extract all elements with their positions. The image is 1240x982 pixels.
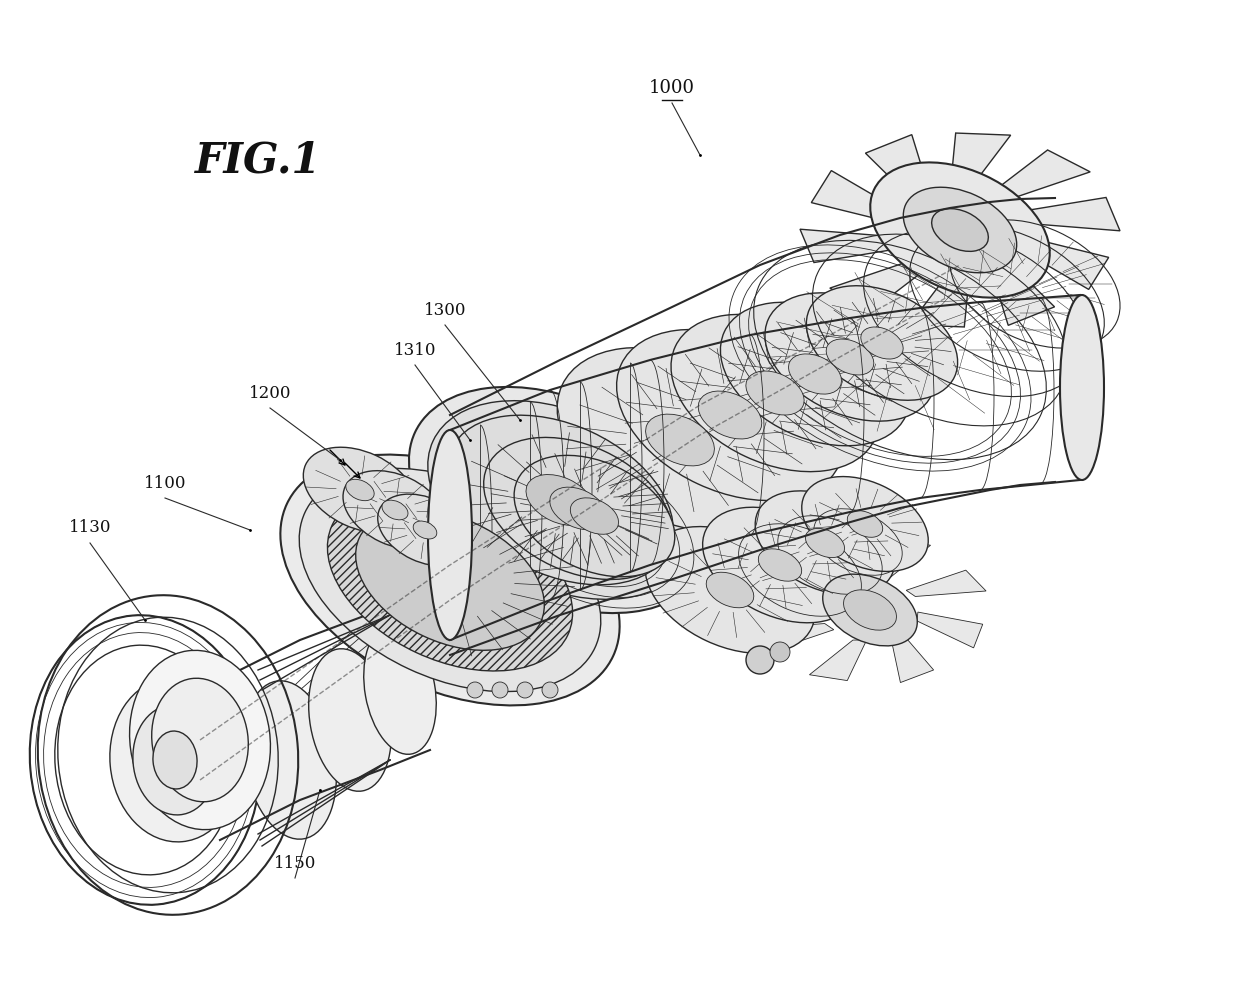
Ellipse shape: [806, 286, 957, 401]
Polygon shape: [986, 150, 1090, 202]
Ellipse shape: [870, 162, 1050, 298]
Ellipse shape: [428, 401, 692, 599]
Polygon shape: [918, 612, 983, 648]
Polygon shape: [810, 640, 867, 681]
Ellipse shape: [759, 549, 802, 581]
Polygon shape: [830, 258, 935, 310]
Ellipse shape: [492, 682, 508, 698]
Ellipse shape: [356, 510, 544, 650]
Ellipse shape: [770, 642, 790, 662]
Ellipse shape: [30, 615, 260, 904]
Polygon shape: [906, 571, 986, 596]
Ellipse shape: [363, 626, 436, 754]
Text: 1150: 1150: [274, 854, 316, 871]
Text: 1130: 1130: [68, 519, 112, 536]
Ellipse shape: [720, 302, 910, 446]
Ellipse shape: [133, 705, 217, 815]
Ellipse shape: [484, 437, 672, 579]
Ellipse shape: [446, 415, 673, 585]
Polygon shape: [811, 171, 905, 225]
Text: 1200: 1200: [249, 385, 291, 402]
Ellipse shape: [826, 339, 874, 375]
Polygon shape: [800, 229, 909, 262]
Ellipse shape: [299, 468, 601, 691]
Ellipse shape: [382, 500, 408, 519]
Text: 1310: 1310: [394, 342, 436, 358]
Ellipse shape: [861, 327, 903, 359]
Ellipse shape: [515, 456, 675, 576]
Ellipse shape: [327, 489, 573, 671]
Ellipse shape: [765, 293, 935, 421]
Ellipse shape: [413, 521, 436, 539]
Ellipse shape: [822, 574, 918, 646]
Ellipse shape: [428, 430, 472, 640]
Polygon shape: [950, 133, 1011, 194]
Ellipse shape: [343, 470, 446, 549]
Polygon shape: [758, 573, 823, 608]
Ellipse shape: [789, 354, 842, 394]
Ellipse shape: [517, 682, 533, 698]
Polygon shape: [866, 135, 931, 205]
Ellipse shape: [55, 645, 236, 875]
Ellipse shape: [378, 494, 472, 566]
Ellipse shape: [1060, 295, 1104, 480]
Ellipse shape: [903, 188, 1017, 273]
Text: 1300: 1300: [424, 301, 466, 318]
Ellipse shape: [151, 679, 248, 801]
Ellipse shape: [755, 491, 895, 595]
Polygon shape: [1011, 197, 1120, 231]
Ellipse shape: [153, 731, 197, 789]
Ellipse shape: [346, 479, 374, 501]
Ellipse shape: [467, 682, 484, 698]
Polygon shape: [909, 265, 970, 327]
Ellipse shape: [304, 447, 417, 533]
Text: 1000: 1000: [649, 79, 694, 97]
Text: 1100: 1100: [144, 474, 186, 492]
Ellipse shape: [703, 508, 857, 623]
Ellipse shape: [746, 371, 804, 415]
Ellipse shape: [110, 679, 241, 842]
Ellipse shape: [243, 681, 336, 840]
Ellipse shape: [698, 391, 761, 439]
Ellipse shape: [645, 526, 815, 653]
Ellipse shape: [409, 387, 711, 613]
Ellipse shape: [707, 573, 754, 608]
Ellipse shape: [646, 414, 714, 465]
Ellipse shape: [843, 590, 897, 630]
Polygon shape: [873, 539, 930, 580]
Ellipse shape: [526, 474, 594, 525]
Ellipse shape: [557, 348, 802, 532]
Polygon shape: [806, 537, 849, 587]
Polygon shape: [892, 632, 934, 682]
Ellipse shape: [671, 314, 879, 471]
Ellipse shape: [570, 498, 619, 534]
Ellipse shape: [746, 646, 774, 674]
Ellipse shape: [931, 208, 988, 251]
Polygon shape: [754, 624, 833, 650]
Ellipse shape: [802, 476, 929, 572]
Ellipse shape: [806, 528, 844, 558]
Polygon shape: [1014, 235, 1109, 290]
Ellipse shape: [129, 650, 270, 830]
Ellipse shape: [309, 649, 392, 791]
Ellipse shape: [542, 682, 558, 698]
Ellipse shape: [847, 511, 883, 537]
Polygon shape: [990, 255, 1054, 325]
Ellipse shape: [549, 487, 606, 529]
Ellipse shape: [280, 455, 620, 705]
Ellipse shape: [616, 330, 843, 501]
Text: FIG.1: FIG.1: [195, 139, 321, 181]
